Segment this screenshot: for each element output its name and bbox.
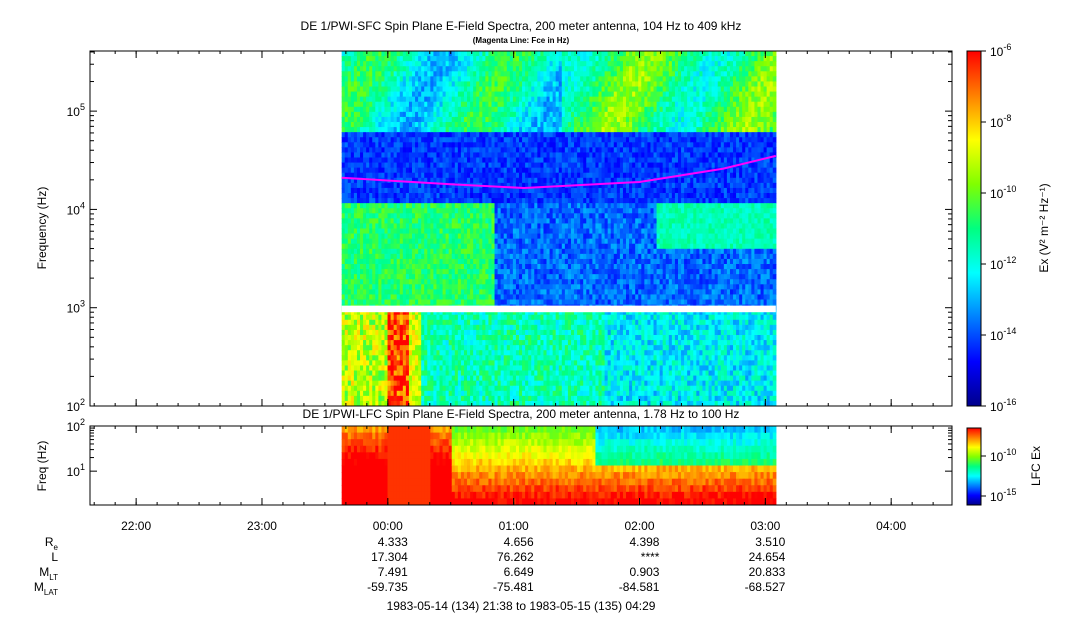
top-panel-title: DE 1/PWI-SFC Spin Plane E-Field Spectra,… [301, 19, 742, 33]
top-panel-subtitle: (Magenta Line: Fce in Hz) [473, 36, 570, 45]
sfc-spectrogram [342, 51, 777, 407]
